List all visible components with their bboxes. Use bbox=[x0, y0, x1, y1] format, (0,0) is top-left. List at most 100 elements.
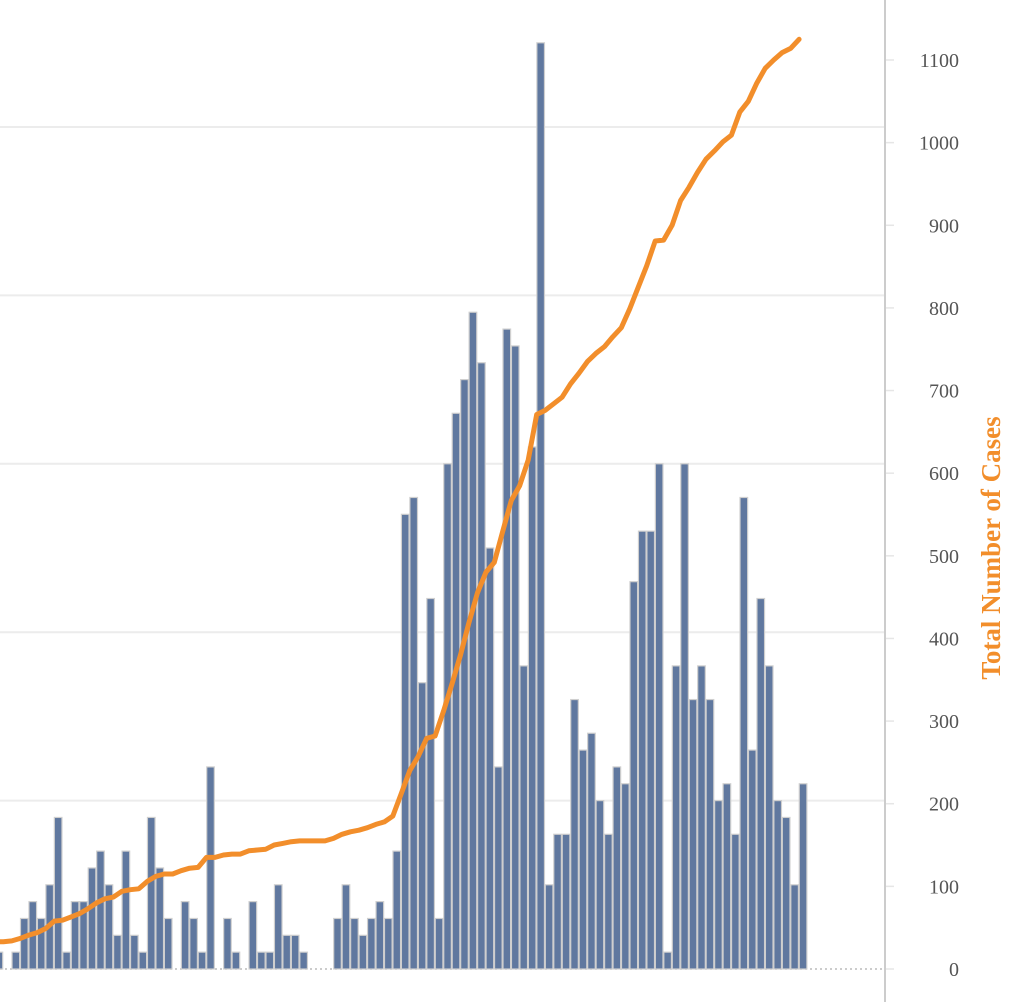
bar bbox=[341, 884, 351, 970]
bar bbox=[637, 530, 647, 970]
bar bbox=[189, 917, 198, 970]
tick-label: 400 bbox=[929, 628, 959, 650]
bar bbox=[587, 732, 596, 970]
bar bbox=[36, 917, 46, 970]
bar bbox=[256, 951, 266, 970]
bar bbox=[468, 311, 478, 970]
bar bbox=[612, 766, 622, 970]
bar bbox=[510, 345, 520, 970]
bar bbox=[705, 698, 715, 970]
bar bbox=[392, 850, 402, 970]
bar bbox=[671, 665, 681, 970]
bar bbox=[443, 463, 452, 970]
bar bbox=[730, 833, 740, 970]
tick-label: 100 bbox=[929, 876, 959, 898]
bar bbox=[121, 850, 131, 970]
bar bbox=[350, 917, 359, 970]
bar bbox=[798, 783, 808, 970]
bar bbox=[223, 917, 232, 970]
bar bbox=[70, 901, 80, 970]
bar bbox=[358, 934, 368, 970]
bar bbox=[493, 766, 503, 970]
bar bbox=[409, 496, 419, 970]
bar bbox=[714, 799, 723, 970]
bar bbox=[553, 833, 562, 970]
bar bbox=[663, 951, 673, 970]
tick-label: 600 bbox=[929, 463, 959, 485]
tick-label: 900 bbox=[929, 215, 959, 237]
bar bbox=[417, 682, 427, 970]
bar bbox=[383, 917, 393, 970]
tick-label: 300 bbox=[929, 711, 959, 733]
gridlines bbox=[0, 126, 885, 802]
bar bbox=[544, 884, 554, 970]
bar bbox=[53, 816, 63, 970]
bar bbox=[282, 934, 292, 970]
bar bbox=[366, 917, 376, 970]
bar bbox=[155, 867, 165, 970]
bar bbox=[0, 951, 4, 970]
bar bbox=[629, 581, 639, 970]
bar bbox=[764, 665, 774, 970]
bar bbox=[688, 698, 698, 970]
bar bbox=[96, 850, 105, 970]
bar bbox=[747, 749, 757, 970]
bar bbox=[138, 951, 148, 970]
bar bbox=[299, 951, 309, 970]
bar bbox=[773, 799, 783, 970]
bar bbox=[781, 816, 791, 970]
bar bbox=[527, 446, 537, 970]
bar bbox=[180, 901, 190, 970]
bar bbox=[595, 799, 605, 970]
bar bbox=[460, 379, 469, 970]
bar bbox=[434, 917, 444, 970]
bar bbox=[756, 597, 766, 970]
bar bbox=[62, 951, 72, 970]
bar bbox=[400, 513, 410, 970]
bar bbox=[206, 766, 215, 970]
bar bbox=[561, 833, 571, 970]
bar bbox=[248, 901, 258, 970]
bar bbox=[104, 884, 114, 970]
tick-label: 700 bbox=[929, 381, 959, 403]
cumulative-line bbox=[0, 36, 802, 945]
bar bbox=[790, 884, 800, 970]
bar bbox=[722, 783, 732, 970]
bar bbox=[113, 934, 122, 970]
bar bbox=[620, 783, 630, 970]
bar bbox=[11, 951, 21, 970]
tick-label: 1000 bbox=[919, 133, 959, 155]
bar bbox=[646, 530, 656, 970]
bar bbox=[570, 698, 579, 970]
bar bbox=[477, 362, 486, 970]
bar bbox=[273, 884, 283, 970]
bar bbox=[231, 951, 241, 970]
bar bbox=[87, 867, 97, 970]
bar bbox=[375, 901, 385, 970]
bar bbox=[163, 917, 173, 970]
bar bbox=[146, 816, 156, 970]
bar bbox=[197, 951, 207, 970]
bar bbox=[485, 547, 495, 970]
bar bbox=[603, 833, 613, 970]
bar bbox=[654, 463, 664, 970]
tick-label: 1100 bbox=[920, 50, 959, 72]
bar bbox=[519, 665, 529, 970]
right-axis-title: Total Number of Cases bbox=[976, 416, 1006, 679]
bar bbox=[265, 951, 275, 970]
bar bbox=[129, 934, 139, 970]
tick-label: 800 bbox=[929, 298, 959, 320]
bar bbox=[426, 597, 436, 970]
bar bbox=[451, 412, 461, 970]
bar bbox=[502, 328, 512, 970]
bar bbox=[697, 665, 706, 970]
tick-label: 0 bbox=[949, 959, 959, 981]
bar bbox=[578, 749, 588, 970]
right-axis-ticks: 0 100 200 300 400 500 600 700 800 900 1000 1100 bbox=[886, 50, 959, 981]
bar bbox=[290, 934, 300, 970]
bar bbox=[680, 463, 689, 970]
bar bbox=[79, 901, 88, 970]
tick-label: 500 bbox=[929, 546, 959, 568]
bar bbox=[536, 42, 546, 970]
